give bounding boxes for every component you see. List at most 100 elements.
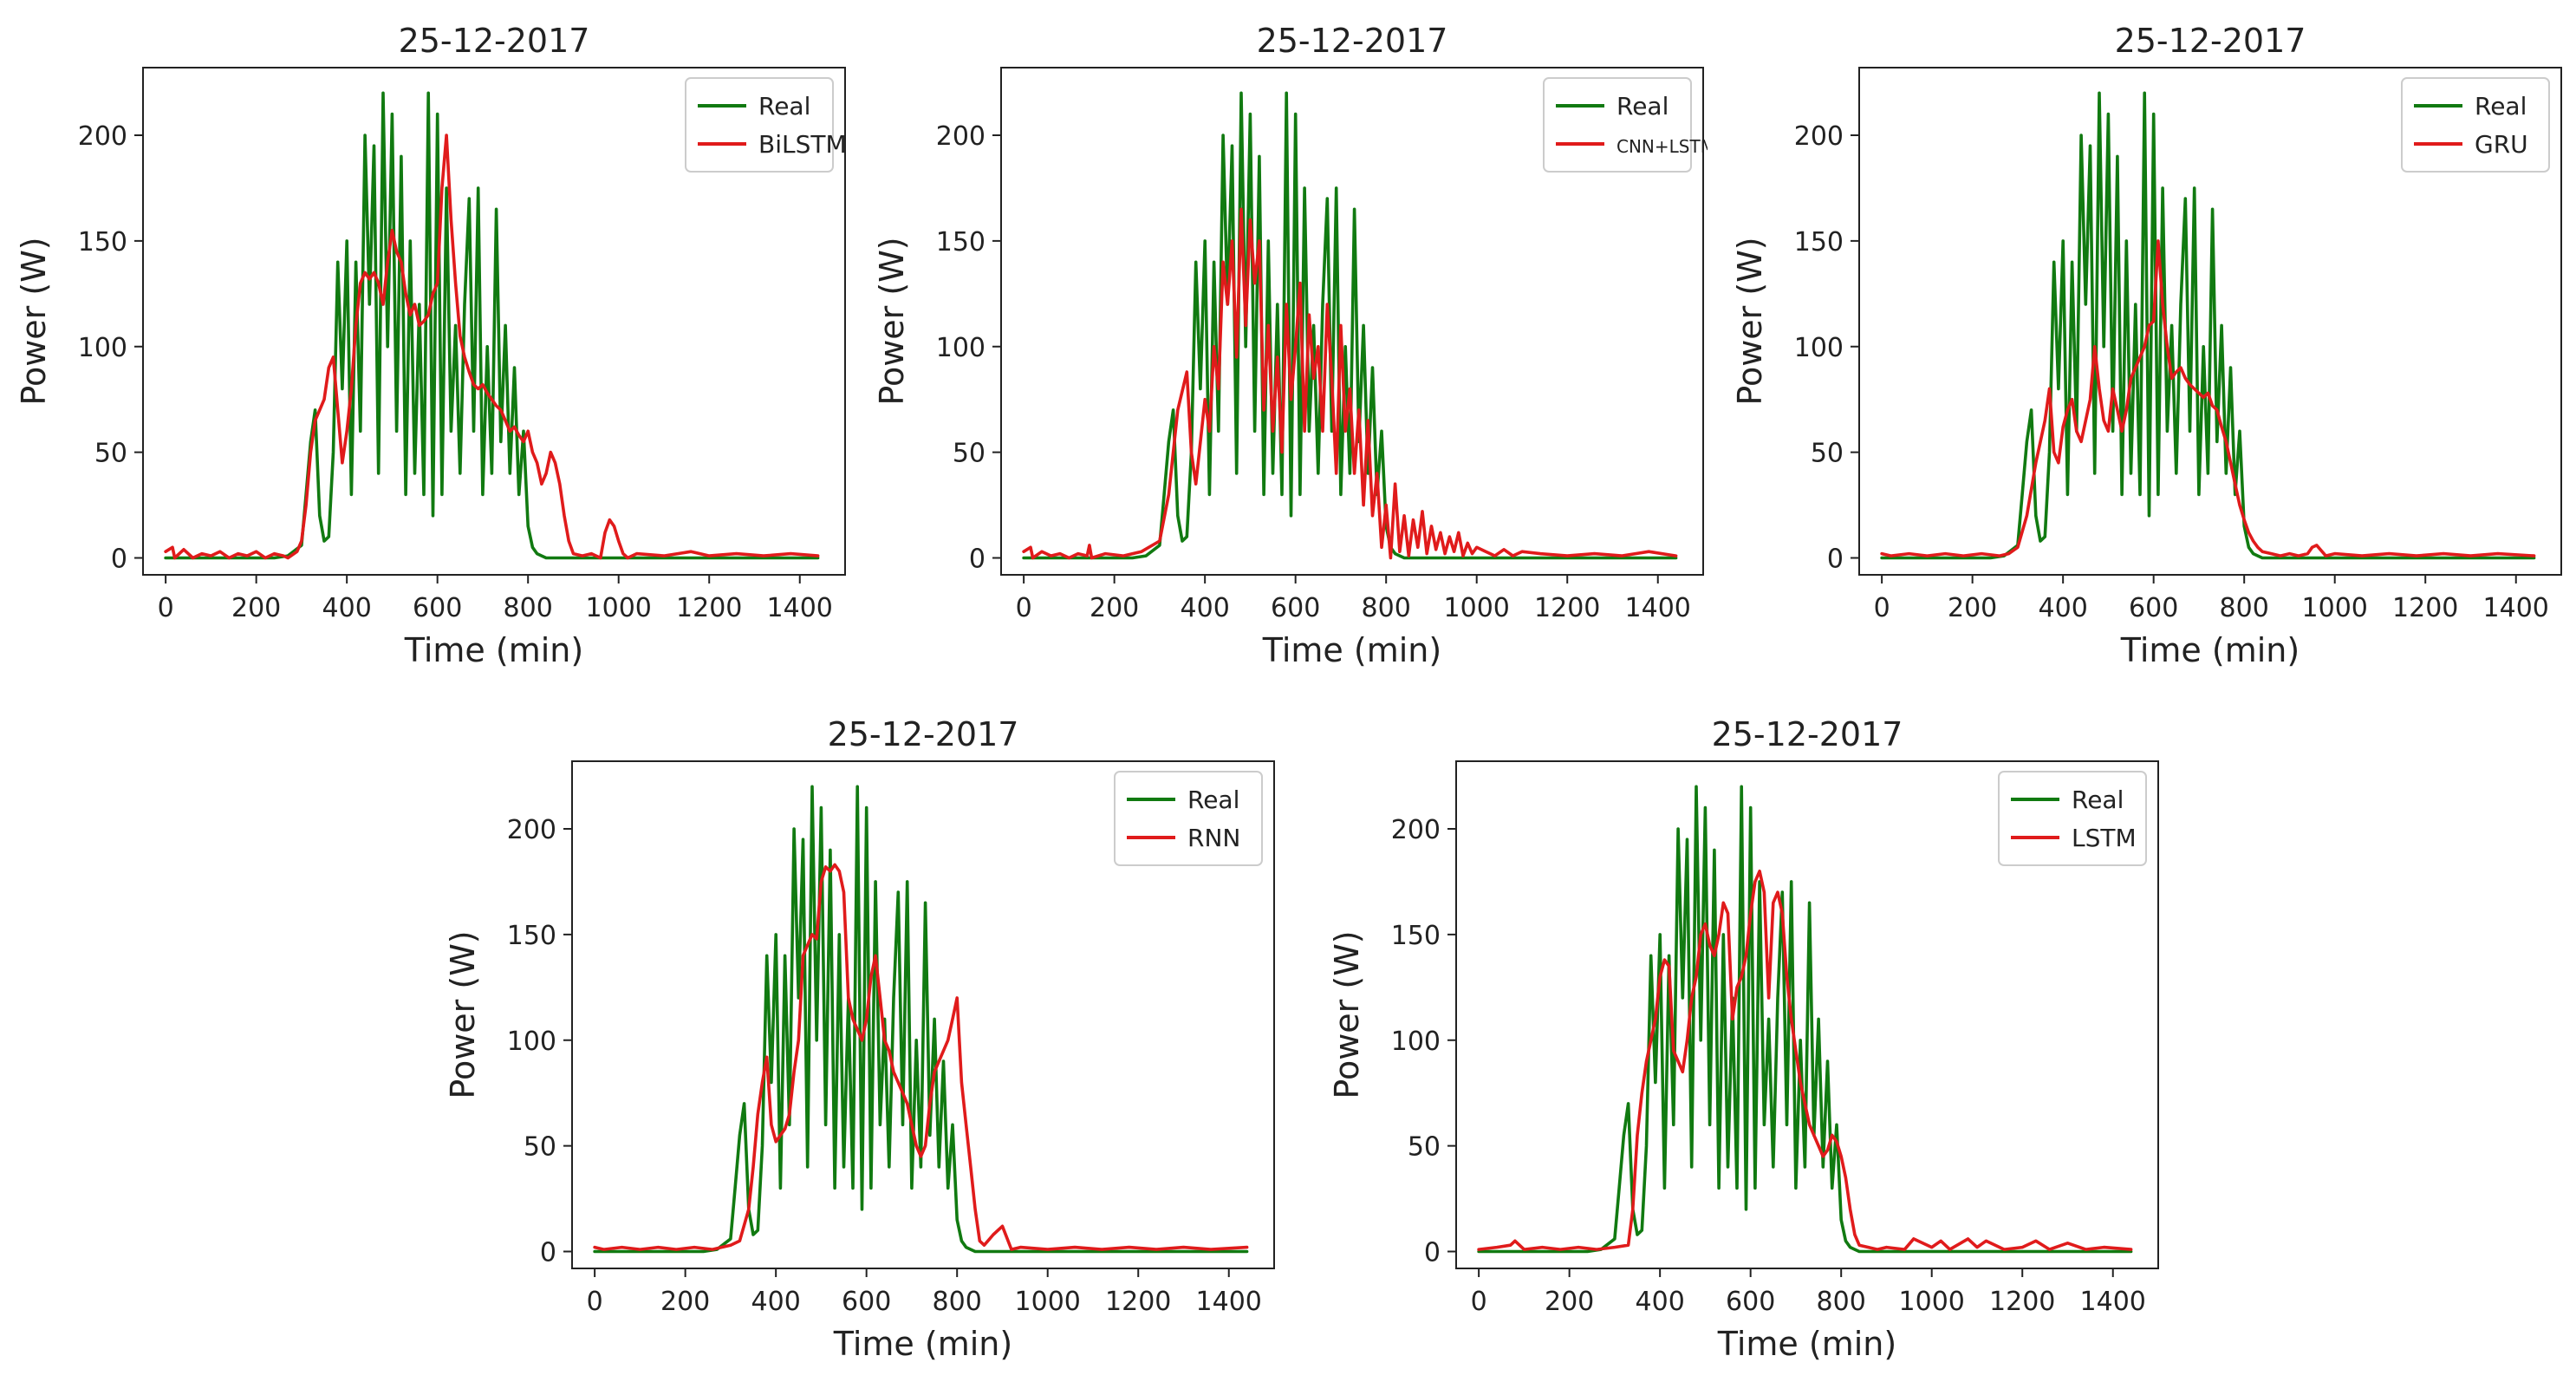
x-tick-label: 800 [1817, 1287, 1866, 1317]
x-axis-label: Time (min) [2120, 631, 2300, 669]
x-axis-label: Time (min) [1262, 631, 1441, 669]
plot-frame [142, 67, 846, 576]
legend: Real CNN+LSTM [1543, 77, 1715, 173]
x-tick-label: 400 [322, 593, 372, 623]
x-axis-label: Time (min) [1717, 1325, 1896, 1363]
x-tick-label: 1000 [2302, 593, 2368, 623]
y-tick-label: 0 [969, 544, 986, 575]
chart-panel-gru: 25-12-2017 0 200 400 600 800 1000 1200 1400 0 50 10… [1716, 9, 2566, 685]
x-tick-label: 1400 [2080, 1287, 2146, 1317]
x-tick-label: 200 [1948, 593, 1997, 623]
x-tick-label: 200 [1545, 1287, 1594, 1317]
legend: Real LSTM [1998, 771, 2147, 866]
legend-box [2401, 77, 2550, 173]
x-axis-label: Time (min) [833, 1325, 1012, 1363]
x-tick-label: 800 [933, 1287, 982, 1317]
y-tick-label: 0 [1424, 1238, 1441, 1268]
y-tick-label: 200 [507, 815, 556, 845]
x-tick-label: 1000 [1015, 1287, 1081, 1317]
legend-label-real: Real [2475, 92, 2527, 121]
y-axis-label: Power (W) [15, 237, 53, 405]
y-tick-label: 0 [111, 544, 127, 575]
y-axis-label: Power (W) [1731, 237, 1769, 405]
chart-title: 25-12-2017 [2115, 22, 2306, 60]
x-tick-label: 1400 [767, 593, 833, 623]
y-tick-label: 150 [78, 227, 127, 257]
y-tick-label: 0 [1827, 544, 1844, 575]
y-tick-label: 50 [1811, 439, 1844, 469]
y-axis-label: Power (W) [873, 237, 911, 405]
x-tick-label: 200 [231, 593, 281, 623]
y-tick-label: 50 [524, 1132, 556, 1163]
x-tick-label: 800 [504, 593, 553, 623]
x-tick-label: 1200 [1989, 1287, 2055, 1317]
y-tick-label: 150 [1794, 227, 1844, 257]
x-tick-label: 1400 [1196, 1287, 1262, 1317]
series-line-real [593, 785, 1249, 1254]
y-axis-label: Power (W) [1328, 930, 1366, 1098]
y-tick-label: 200 [1391, 815, 1441, 845]
x-tick-label: 400 [2039, 593, 2088, 623]
y-tick-label: 100 [78, 333, 127, 363]
chart-title: 25-12-2017 [828, 715, 1019, 753]
chart-panel-cnn-lstm: 25-12-2017 0 200 400 600 800 1000 1200 1400 0 50 10… [858, 9, 1715, 685]
series-line-lstm [1477, 870, 2133, 1251]
x-tick-label: 0 [1471, 1287, 1487, 1317]
legend-label-lstm: LSTM [2072, 824, 2137, 852]
legend: Real RNN [1114, 771, 1263, 866]
y-tick-label: 50 [953, 439, 986, 469]
y-tick-label: 150 [507, 921, 556, 951]
plot-frame [1858, 67, 2562, 576]
series-line-gru [1880, 239, 2536, 557]
chart-panel-rnn: 25-12-2017 0 200 400 600 800 1000 1200 1400 0 50 10… [429, 702, 1278, 1379]
series-line-real [1477, 785, 2133, 1254]
x-tick-label: 800 [1362, 593, 1411, 623]
y-tick-label: 200 [936, 121, 986, 152]
legend-box [1998, 771, 2147, 866]
y-tick-label: 100 [936, 333, 986, 363]
legend: Real BiLSTM [685, 77, 847, 173]
x-tick-label: 600 [1726, 1287, 1775, 1317]
x-tick-label: 600 [413, 593, 462, 623]
legend-box [1114, 771, 1263, 866]
y-tick-label: 200 [1794, 121, 1844, 152]
legend-label-real: Real [1187, 786, 1239, 814]
y-tick-label: 0 [540, 1238, 556, 1268]
y-tick-label: 200 [78, 121, 127, 152]
legend-box [685, 77, 834, 173]
legend-label-real: Real [758, 92, 810, 121]
y-tick-label: 100 [507, 1027, 556, 1057]
chart-svg: 25-12-2017 0 200 400 600 800 1000 1200 1400 0 50 10… [444, 715, 1275, 1363]
x-tick-label: 200 [1090, 593, 1139, 623]
y-tick-label: 100 [1794, 333, 1844, 363]
x-tick-label: 400 [751, 1287, 801, 1317]
chart-svg: 25-12-2017 0 200 400 600 800 1000 1200 1400 0 50 10… [15, 22, 847, 669]
legend-box [1543, 77, 1692, 173]
legend: Real GRU [2401, 77, 2550, 173]
plot-frame [1000, 67, 1704, 576]
plot-frame [1455, 760, 2159, 1269]
series-line-real [164, 91, 820, 560]
x-tick-label: 0 [587, 1287, 603, 1317]
x-tick-label: 1000 [1444, 593, 1510, 623]
chart-panel-bilstm: 25-12-2017 0 200 400 600 800 1000 1200 1400 0 50 10… [0, 9, 849, 685]
x-tick-label: 400 [1181, 593, 1230, 623]
chart-svg: 25-12-2017 0 200 400 600 800 1000 1200 1400 0 50 10… [873, 22, 1715, 669]
x-tick-label: 0 [1874, 593, 1890, 623]
x-tick-label: 600 [842, 1287, 891, 1317]
chart-svg: 25-12-2017 0 200 400 600 800 1000 1200 1400 0 50 10… [1731, 22, 2562, 669]
series-line-rnn [593, 863, 1249, 1251]
series-line-bilstm [164, 134, 820, 560]
legend-label-gru: GRU [2475, 130, 2528, 159]
x-tick-label: 0 [1016, 593, 1032, 623]
x-tick-label: 1000 [1899, 1287, 1965, 1317]
series-line-cnn-lstm [1022, 207, 1678, 560]
x-tick-label: 1400 [1625, 593, 1691, 623]
y-tick-label: 50 [1408, 1132, 1441, 1163]
x-tick-label: 1200 [2392, 593, 2458, 623]
chart-panel-lstm: 25-12-2017 0 200 400 600 800 1000 1200 1400 0 50 10… [1313, 702, 2163, 1379]
chart-title: 25-12-2017 [399, 22, 590, 60]
x-tick-label: 0 [158, 593, 174, 623]
chart-title: 25-12-2017 [1712, 715, 1903, 753]
